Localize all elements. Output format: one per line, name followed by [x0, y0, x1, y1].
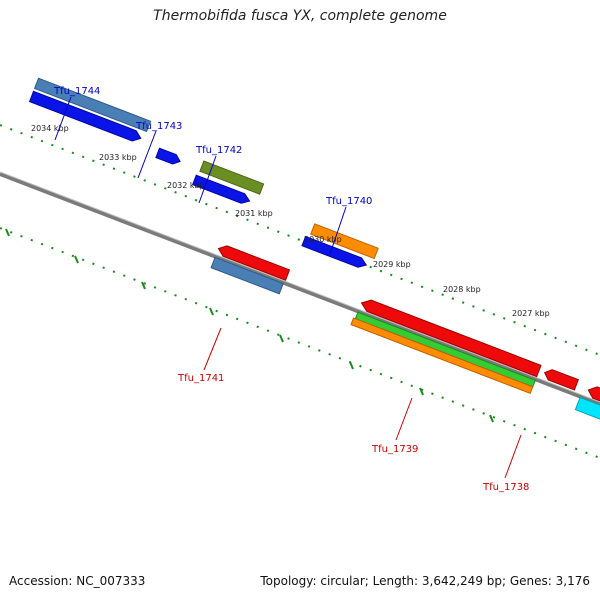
kbp-label-2027: 2027 kbp [512, 309, 550, 318]
gene-tfu1739-feature[interactable] [350, 317, 534, 395]
ruler-inner [0, 227, 600, 459]
map-title: Thermobifida fusca YX, complete genome [153, 8, 447, 24]
gene-tfu1741-feature[interactable] [210, 256, 284, 295]
gene-tfu1742-feature[interactable] [199, 160, 265, 195]
gene-label-tfu1741[interactable]: Tfu_1741 [177, 373, 224, 384]
gene-label-tfu1739[interactable]: Tfu_1739 [371, 444, 418, 455]
gene-tfu1738-feature[interactable] [543, 368, 579, 391]
genome-backbone [0, 172, 600, 406]
gene-label-tfu1744[interactable]: Tfu_1744 [53, 86, 100, 97]
kbp-label-2033: 2033 kbp [99, 153, 137, 162]
gene-tfu1740-feature[interactable] [310, 223, 379, 260]
gene-tfu1744-feature[interactable] [33, 77, 152, 133]
gene-label-tfu1740[interactable]: Tfu_1740 [325, 196, 372, 207]
reverse-leaders [203, 327, 522, 479]
gene-reverse-red-edge[interactable] [586, 384, 600, 416]
gene-label-tfu1742[interactable]: Tfu_1742 [195, 145, 242, 156]
inner-ticks [5, 228, 494, 423]
kbp-label-2030: 2030 kbp [304, 235, 342, 244]
gene-reverse-green[interactable] [354, 311, 536, 388]
kbp-label-2034: 2034 kbp [31, 124, 69, 133]
kbp-label-2029: 2029 kbp [373, 260, 411, 269]
backbone-highlight [0, 171, 600, 403]
gene-reverse-red-1[interactable] [216, 243, 291, 281]
kbp-label-2031: 2031 kbp [235, 209, 273, 218]
gene-reverse-red-2[interactable] [359, 297, 542, 378]
accession-text: Accession: NC_007333 [9, 574, 146, 588]
gene-label-tfu1738[interactable]: Tfu_1738 [482, 482, 529, 493]
gene-reverse-cyan[interactable] [574, 396, 600, 432]
forward-leaders [54, 96, 347, 255]
gene-forward-blue-1[interactable] [28, 90, 143, 143]
kbp-label-2032: 2032 kbp [167, 181, 205, 190]
gene-tfu1743-feature[interactable] [155, 147, 182, 166]
gene-forward-blue-3[interactable] [301, 235, 368, 269]
ruler-outer [0, 124, 600, 356]
gene-label-tfu1743[interactable]: Tfu_1743 [135, 121, 182, 132]
kbp-label-2028: 2028 kbp [443, 285, 481, 294]
topology-text: Topology: circular; Length: 3,642,249 bp… [260, 574, 590, 588]
